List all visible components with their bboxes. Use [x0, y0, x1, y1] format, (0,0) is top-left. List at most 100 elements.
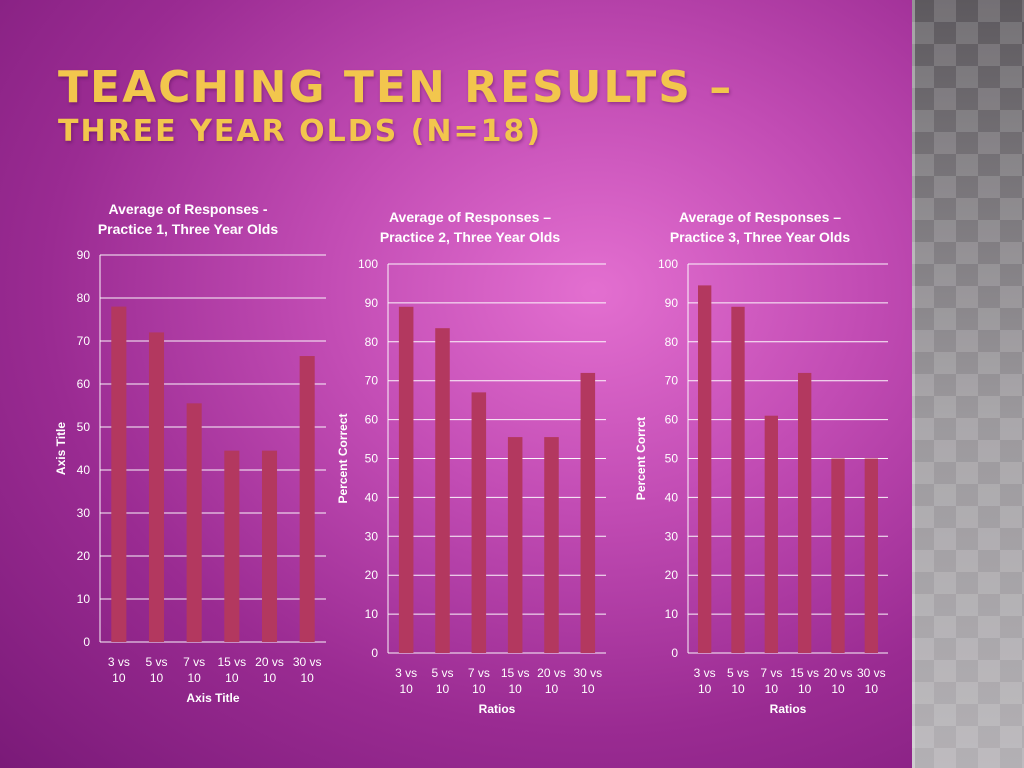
- x-tick-label: 10: [508, 682, 522, 696]
- x-tick-label: 5 vs: [727, 666, 749, 680]
- side-strip-edge: [912, 0, 915, 768]
- x-tick-label: 30 vs: [573, 666, 602, 680]
- y-tick-label: 50: [365, 452, 379, 466]
- chart-practice-2: Average of Responses – Practice 2, Three …: [336, 209, 606, 716]
- bar: [186, 403, 202, 642]
- x-tick-label: 20 vs: [537, 666, 566, 680]
- x-tick-label: 10: [187, 671, 201, 685]
- x-tick-label: 10: [698, 682, 712, 696]
- x-tick-label: 30 vs: [857, 666, 886, 680]
- y-tick-label: 20: [365, 568, 379, 582]
- slide-title-line2: THREE YEAR OLDS (N=18): [58, 114, 543, 149]
- x-tick-label: 10: [798, 682, 812, 696]
- y-tick-label: 80: [365, 335, 379, 349]
- x-axis-label: Ratios: [479, 702, 516, 716]
- x-tick-label: 7 vs: [468, 666, 490, 680]
- bar: [299, 356, 315, 642]
- y-axis-label: Percent Correct: [336, 413, 350, 503]
- y-tick-label: 10: [665, 607, 679, 621]
- bar: [544, 437, 559, 653]
- x-axis-label: Axis Title: [186, 691, 239, 705]
- x-tick-label: 15 vs: [790, 666, 819, 680]
- chart-title-line: Average of Responses –: [679, 209, 841, 225]
- x-tick-label: 10: [112, 671, 126, 685]
- y-tick-label: 90: [365, 296, 379, 310]
- y-tick-label: 30: [665, 529, 679, 543]
- y-tick-label: 40: [665, 490, 679, 504]
- y-tick-label: 100: [358, 257, 378, 271]
- bar: [398, 306, 414, 653]
- y-tick-label: 100: [658, 257, 678, 271]
- bar: [471, 392, 487, 653]
- x-tick-label: 20 vs: [255, 655, 284, 669]
- bar: [864, 458, 878, 653]
- chart-title-line: Practice 1, Three Year Olds: [98, 221, 279, 237]
- y-tick-label: 30: [77, 506, 91, 520]
- y-tick-label: 0: [371, 646, 378, 660]
- y-tick-label: 40: [365, 490, 379, 504]
- x-axis-label: Ratios: [770, 702, 807, 716]
- x-tick-label: 10: [225, 671, 239, 685]
- y-tick-label: 10: [365, 607, 379, 621]
- x-tick-label: 7 vs: [760, 666, 782, 680]
- bar: [148, 332, 165, 642]
- x-tick-label: 30 vs: [293, 655, 322, 669]
- x-tick-label: 10: [831, 682, 845, 696]
- y-tick-label: 60: [665, 413, 679, 427]
- chart-title-line: Practice 3, Three Year Olds: [670, 229, 851, 245]
- chart-practice-1: Average of Responses - Practice 1, Three …: [54, 201, 326, 705]
- x-tick-label: 15 vs: [217, 655, 246, 669]
- x-tick-label: 5 vs: [431, 666, 453, 680]
- x-tick-label: 10: [263, 671, 277, 685]
- x-tick-label: 10: [300, 671, 314, 685]
- x-tick-label: 10: [865, 682, 879, 696]
- x-tick-label: 10: [399, 682, 413, 696]
- y-tick-label: 70: [665, 374, 679, 388]
- x-tick-label: 10: [765, 682, 779, 696]
- y-tick-label: 50: [665, 452, 679, 466]
- x-tick-label: 10: [731, 682, 745, 696]
- y-tick-label: 70: [77, 334, 91, 348]
- bar: [507, 437, 523, 653]
- y-tick-label: 20: [665, 568, 679, 582]
- bar: [764, 415, 778, 653]
- bar: [261, 450, 278, 642]
- bar: [798, 372, 812, 653]
- chart-title-line: Average of Responses –: [389, 209, 551, 225]
- y-tick-label: 0: [671, 646, 678, 660]
- y-tick-label: 40: [77, 463, 91, 477]
- chart-practice-3: Average of Responses – Practice 3, Three …: [634, 209, 888, 716]
- bar: [224, 450, 240, 642]
- y-tick-label: 70: [365, 374, 379, 388]
- decorative-side-strip: [912, 0, 1024, 768]
- x-tick-label: 10: [436, 682, 450, 696]
- y-tick-label: 80: [77, 291, 91, 305]
- y-tick-label: 80: [665, 335, 679, 349]
- bar: [111, 306, 127, 642]
- slide-title-line1: TEACHING TEN RESULTS –: [58, 62, 734, 113]
- y-tick-label: 60: [77, 377, 91, 391]
- y-tick-label: 50: [77, 420, 91, 434]
- y-tick-label: 20: [77, 549, 91, 563]
- x-tick-label: 20 vs: [824, 666, 853, 680]
- bar: [831, 458, 845, 653]
- y-tick-label: 90: [77, 248, 91, 262]
- chart-title-line: Average of Responses -: [109, 201, 268, 217]
- bar: [580, 372, 596, 653]
- chart-title-line: Practice 2, Three Year Olds: [380, 229, 561, 245]
- bar: [698, 285, 712, 653]
- x-tick-label: 3 vs: [395, 666, 417, 680]
- x-tick-label: 10: [472, 682, 486, 696]
- x-tick-label: 10: [150, 671, 164, 685]
- slide-title: TEACHING TEN RESULTS – THREE YEAR OLDS (…: [58, 62, 733, 150]
- y-axis-label: Percent Corrct: [634, 417, 648, 500]
- x-tick-label: 3 vs: [108, 655, 130, 669]
- x-tick-label: 7 vs: [183, 655, 205, 669]
- y-axis-label: Axis Title: [54, 422, 68, 475]
- y-tick-label: 0: [83, 635, 90, 649]
- y-tick-label: 60: [365, 413, 379, 427]
- x-tick-label: 10: [581, 682, 595, 696]
- x-tick-label: 15 vs: [501, 666, 530, 680]
- x-tick-label: 10: [545, 682, 559, 696]
- x-tick-label: 5 vs: [145, 655, 167, 669]
